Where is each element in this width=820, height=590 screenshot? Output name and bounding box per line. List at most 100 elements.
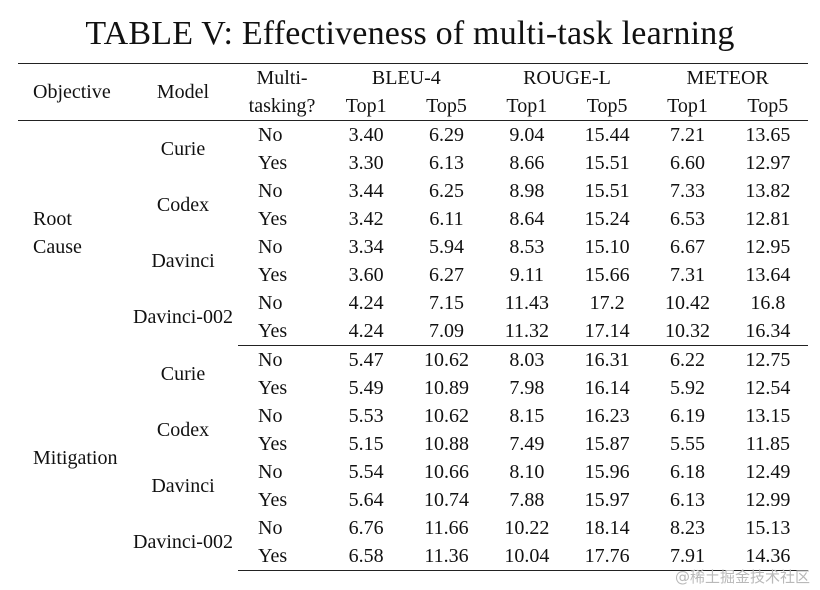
objective-label: Cause <box>33 236 82 259</box>
value-cell: 16.23 <box>584 405 630 427</box>
table-row: Davinci No 5.54 10.66 8.10 15.96 6.18 12.49 <box>18 458 808 497</box>
value-cell: 6.13 <box>428 152 464 174</box>
table-row: Yes 3.30 6.13 8.66 15.51 6.60 12.97 <box>18 149 808 177</box>
table-row: Yes 3.60 6.27 9.11 15.66 7.31 13.64 <box>18 261 808 289</box>
value-cell: 16.8 <box>750 292 786 314</box>
objective-cell: Mitigation <box>18 346 128 571</box>
header-sub: Top5 <box>406 92 487 121</box>
results-table: Objective Model Multi- BLEU-4 ROUGE-L ME… <box>18 63 808 571</box>
value-cell: 8.03 <box>509 349 545 371</box>
value-cell: 3.44 <box>348 180 384 202</box>
value-cell: 5.92 <box>669 377 705 399</box>
table-row: Yes 5.15 10.88 7.49 15.87 5.55 11.85 <box>18 430 808 458</box>
header-sub: Top1 <box>486 92 567 121</box>
value-cell: 10.62 <box>423 405 469 427</box>
value-cell: 11.32 <box>486 317 567 346</box>
value-cell: 8.64 <box>509 208 545 230</box>
value-cell: 15.44 <box>584 124 630 146</box>
value-cell: 12.49 <box>745 461 791 483</box>
objective-cell: Root Cause <box>18 121 128 346</box>
value-cell: 6.60 <box>669 152 705 174</box>
objective-label: Root <box>33 208 72 231</box>
multitasking-cell: No <box>258 349 283 371</box>
value-cell: 6.19 <box>669 405 705 427</box>
table-row: Yes 5.49 10.89 7.98 16.14 5.92 12.54 <box>18 374 808 402</box>
value-cell: 8.23 <box>669 517 705 539</box>
value-cell: 7.15 <box>428 292 464 314</box>
multitasking-cell: No <box>258 517 283 539</box>
value-cell: 12.75 <box>745 349 791 371</box>
value-cell: 5.15 <box>348 433 384 455</box>
value-cell: 5.55 <box>669 433 705 455</box>
value-cell: 8.66 <box>509 152 545 174</box>
header-sub: Top5 <box>566 92 648 121</box>
value-cell: 15.24 <box>584 208 630 230</box>
value-cell: 6.18 <box>669 461 705 483</box>
model-name: Curie <box>160 138 206 160</box>
value-cell: 10.66 <box>423 461 469 483</box>
watermark: @稀土掘金技术社区 <box>674 568 810 586</box>
value-cell: 6.29 <box>428 124 464 146</box>
value-cell: 13.15 <box>745 405 791 427</box>
value-cell: 17.76 <box>566 542 648 571</box>
value-cell: 7.21 <box>669 124 705 146</box>
value-cell: 6.76 <box>348 517 384 539</box>
value-cell: 17.14 <box>566 317 648 346</box>
value-cell: 8.10 <box>509 461 545 483</box>
value-cell: 3.34 <box>348 236 384 258</box>
value-cell: 15.51 <box>584 152 630 174</box>
value-cell: 5.94 <box>428 236 464 258</box>
value-cell: 16.14 <box>584 377 630 399</box>
value-cell: 15.51 <box>584 180 630 202</box>
value-cell: 8.98 <box>509 180 545 202</box>
value-cell: 15.10 <box>584 236 630 258</box>
value-cell: 5.47 <box>348 349 384 371</box>
multitasking-cell: No <box>258 405 283 427</box>
value-cell: 7.49 <box>509 433 545 455</box>
value-cell: 3.40 <box>348 124 384 146</box>
value-cell: 3.60 <box>348 264 384 286</box>
header-metric-rouge: ROUGE-L <box>486 63 648 92</box>
header-metric-bleu: BLEU-4 <box>326 63 487 92</box>
multitasking-cell: No <box>258 180 283 202</box>
value-cell: 10.04 <box>486 542 567 571</box>
header-sub: Top1 <box>326 92 407 121</box>
value-cell: 11.66 <box>424 517 469 539</box>
value-cell: 6.58 <box>326 542 407 571</box>
value-cell: 4.24 <box>348 292 384 314</box>
multitasking-cell: Yes <box>258 489 288 511</box>
value-cell: 7.88 <box>509 489 545 511</box>
value-cell: 12.54 <box>745 377 791 399</box>
value-cell: 15.87 <box>584 433 630 455</box>
value-cell: 18.14 <box>584 517 630 539</box>
value-cell: 5.49 <box>348 377 384 399</box>
multitasking-cell: Yes <box>258 208 288 230</box>
header-multitasking-line1: Multi- <box>238 63 326 92</box>
value-cell: 9.04 <box>509 124 545 146</box>
table-body: Root Cause Curie No 3.40 6.29 9.04 15.44 7.21 13.… <box>18 121 808 571</box>
value-cell: 6.53 <box>669 208 705 230</box>
value-cell: 11.85 <box>745 433 790 455</box>
objective-label: Mitigation <box>33 447 118 469</box>
value-cell: 7.98 <box>509 377 545 399</box>
header-metric-meteor: METEOR <box>647 63 808 92</box>
value-cell: 13.64 <box>745 264 791 286</box>
value-cell: 6.27 <box>428 264 464 286</box>
value-cell: 10.62 <box>423 349 469 371</box>
value-cell: 13.82 <box>745 180 791 202</box>
value-cell: 5.54 <box>348 461 384 483</box>
table-row: Davinci No 3.34 5.94 8.53 15.10 6.67 12.95 <box>18 233 808 272</box>
model-name: Davinci <box>151 475 215 497</box>
value-cell: 7.33 <box>669 180 705 202</box>
table-row: Codex No 3.44 6.25 8.98 15.51 7.33 13.82 <box>18 177 808 216</box>
value-cell: 7.91 <box>647 542 728 571</box>
value-cell: 6.13 <box>669 489 705 511</box>
value-cell: 16.31 <box>584 349 630 371</box>
value-cell: 6.25 <box>428 180 464 202</box>
value-cell: 7.09 <box>406 317 487 346</box>
value-cell: 11.43 <box>504 292 549 314</box>
multitasking-cell: Yes <box>238 542 326 571</box>
table-row: Yes 4.24 7.09 11.32 17.14 10.32 16.34 <box>18 317 808 346</box>
value-cell: 11.36 <box>406 542 487 571</box>
multitasking-cell: Yes <box>238 317 326 346</box>
